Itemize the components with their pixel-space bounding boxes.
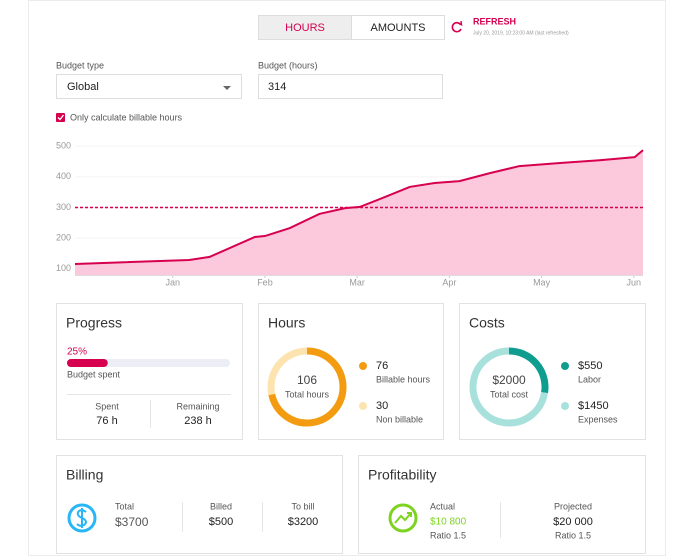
checkbox[interactable] <box>56 113 65 122</box>
projected-ratio: Ratio 1.5 <box>555 530 591 540</box>
actual-value: $10 800 <box>430 517 467 528</box>
billing-tobill-value: $3200 <box>288 516 319 528</box>
progress-card <box>56 303 243 440</box>
billing-tobill-label: To bill <box>291 501 314 511</box>
toggle-amounts[interactable] <box>351 15 445 40</box>
budget-type-label: Budget type <box>56 60 104 70</box>
checkmark <box>57 114 65 121</box>
billing-billed-value: $500 <box>209 516 233 528</box>
legend-dot <box>561 402 569 410</box>
billing-total-value: $3700 <box>115 515 149 529</box>
toggle-hours[interactable] <box>258 15 352 40</box>
trend-icon <box>388 503 418 533</box>
legend-dot <box>359 402 367 410</box>
x-tick-label: Feb <box>257 277 273 287</box>
remaining-label: Remaining <box>176 401 219 411</box>
costs-total: $2000 <box>492 373 526 387</box>
y-tick-label: 100 <box>56 263 71 273</box>
y-tick-label: 200 <box>56 233 71 243</box>
legend-label: Labor <box>578 374 601 384</box>
legend-dot <box>561 362 569 370</box>
hours-total: 106 <box>297 373 317 387</box>
projected-value: $20 000 <box>553 516 593 528</box>
spent-value: 76 h <box>96 415 117 427</box>
budget-type-select[interactable] <box>56 74 242 99</box>
legend-label: Expenses <box>578 414 618 424</box>
toggle-amounts-label: AMOUNTS <box>371 22 426 34</box>
dollar-icon <box>67 503 97 533</box>
progress-fill <box>67 359 108 367</box>
refresh-arrow <box>457 20 463 27</box>
x-tick-label: Jan <box>165 277 180 287</box>
donut-segment <box>268 347 347 427</box>
area-chart: 100 200 300 400 500 Jan Feb Mar Apr May Jun <box>56 141 644 287</box>
billing-card <box>56 455 343 554</box>
costs-title: Costs <box>469 315 505 331</box>
refresh-time: July 20, 2019, 10:23:00 AM (last refresh… <box>473 30 569 36</box>
y-tick-label: 400 <box>56 171 71 181</box>
x-tick-label: Jun <box>627 277 642 287</box>
legend-dot <box>359 362 367 370</box>
hours-title: Hours <box>268 315 305 331</box>
x-tick-label: May <box>533 277 551 287</box>
trend-glyph <box>394 512 412 524</box>
refresh-label[interactable]: REFRESH <box>473 16 516 26</box>
y-tick-label: 300 <box>56 202 71 212</box>
progress-caption: Budget spent <box>67 369 121 379</box>
y-tick-label: 500 <box>56 141 71 151</box>
remaining-value: 238 h <box>184 415 212 427</box>
progress-title: Progress <box>66 315 122 331</box>
spent-label: Spent <box>95 401 119 411</box>
legend-value: $1450 <box>578 400 609 412</box>
dollar-glyph <box>76 508 87 528</box>
billing-total-label: Total <box>115 501 134 511</box>
progress-percent: 25% <box>67 347 87 358</box>
donut-segment <box>267 347 308 396</box>
legend-value: 30 <box>376 400 388 412</box>
profitability-title: Profitability <box>368 467 436 483</box>
legend-label: Non billable <box>376 414 423 424</box>
budget-hours-input[interactable] <box>258 74 443 99</box>
projected-label: Projected <box>554 501 592 511</box>
x-tick-label: Mar <box>349 277 365 287</box>
legend-value: 76 <box>376 360 388 372</box>
area-fill <box>75 150 643 275</box>
budget-type-value: Global <box>67 81 99 93</box>
costs-total-label: Total cost <box>490 389 529 399</box>
actual-label: Actual <box>430 501 455 511</box>
actual-ratio: Ratio 1.5 <box>430 530 466 540</box>
billing-title: Billing <box>66 467 103 483</box>
toggle-hours-label: HOURS <box>285 22 325 34</box>
donut-segment <box>508 347 549 394</box>
hours-total-label: Total hours <box>285 389 330 399</box>
select-caret <box>223 86 231 90</box>
progress-track <box>67 359 230 367</box>
area-line <box>74 149 644 265</box>
checkbox-label: Only calculate billable hours <box>70 112 183 122</box>
x-tick-label: Apr <box>442 277 456 287</box>
billing-billed-label: Billed <box>210 501 232 511</box>
budget-hours-value: 314 <box>268 81 286 93</box>
legend-label: Billable hours <box>376 374 431 384</box>
legend-value: $550 <box>578 360 602 372</box>
donut-segment <box>469 347 549 427</box>
budget-hours-label: Budget (hours) <box>258 60 318 70</box>
